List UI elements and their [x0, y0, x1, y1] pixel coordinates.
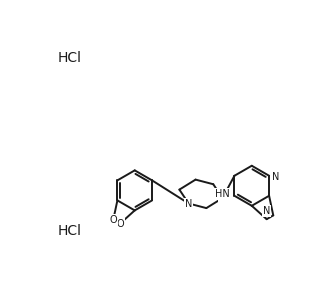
- Text: HCl: HCl: [58, 224, 82, 238]
- Text: O: O: [110, 215, 117, 225]
- Text: N: N: [263, 206, 270, 216]
- Text: O: O: [116, 219, 124, 229]
- Text: HCl: HCl: [58, 51, 82, 65]
- Text: HN: HN: [215, 189, 230, 199]
- Text: N: N: [272, 172, 280, 181]
- Text: N: N: [219, 192, 226, 202]
- Text: N: N: [185, 199, 192, 209]
